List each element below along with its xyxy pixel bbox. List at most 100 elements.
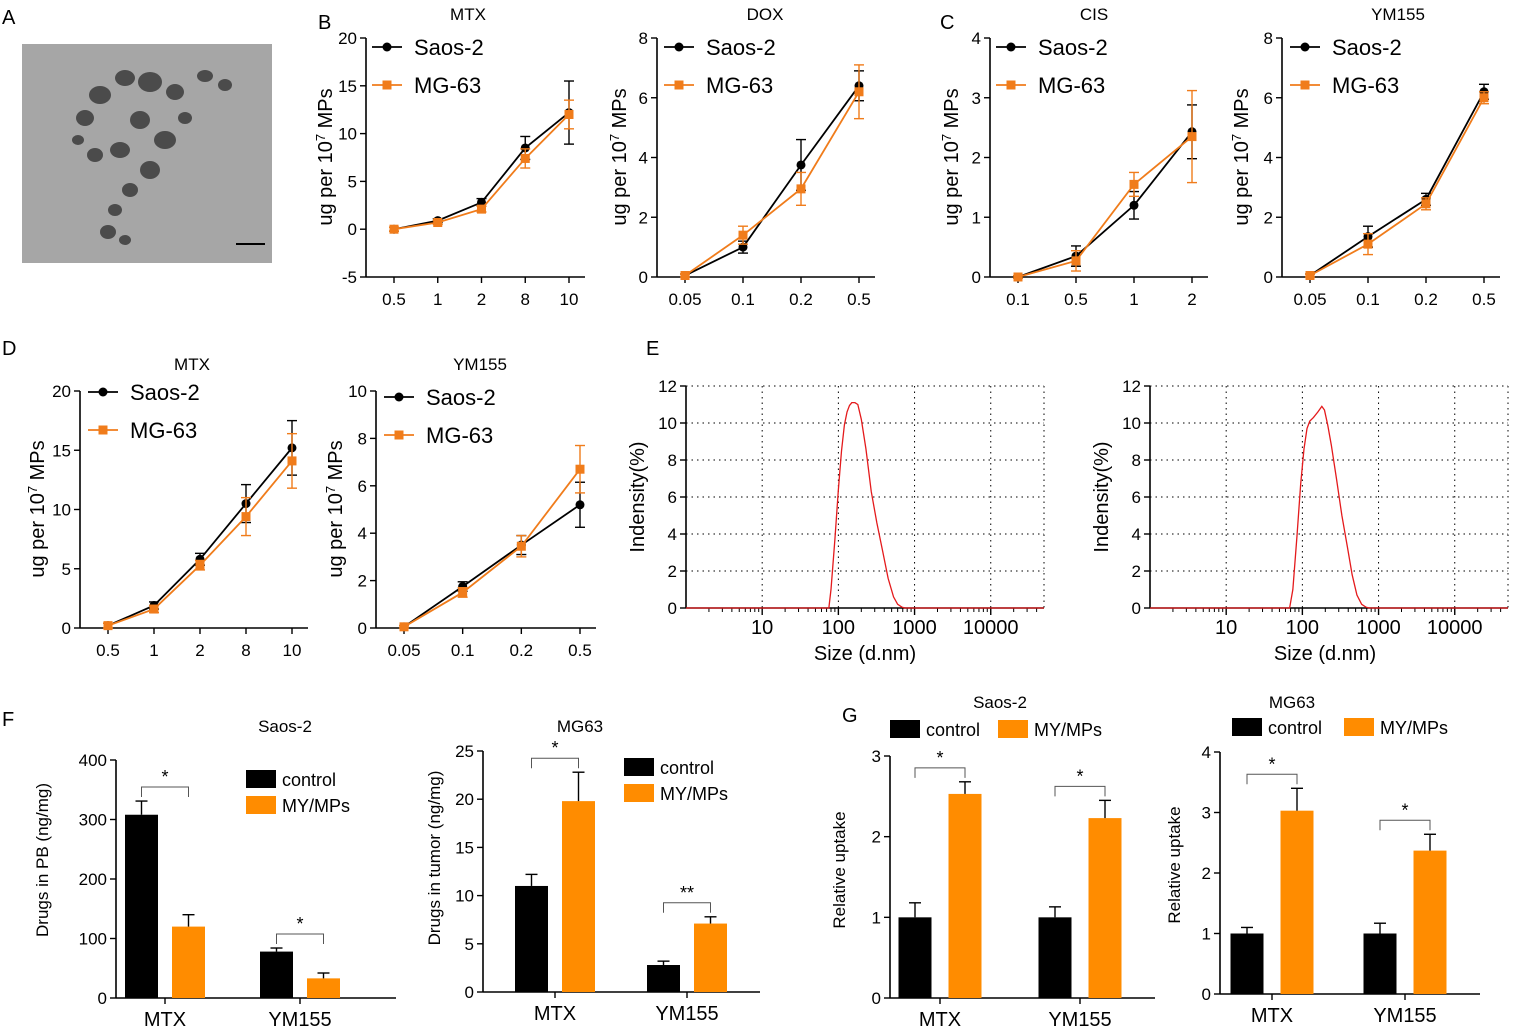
y-tick-label: 0 bbox=[639, 268, 648, 287]
data-point-mg63 bbox=[738, 230, 748, 240]
legend-label: control bbox=[926, 720, 980, 740]
legend-swatch bbox=[246, 796, 276, 814]
y-axis-label: Relative uptake bbox=[830, 811, 849, 928]
series-line-saos-2 bbox=[1309, 91, 1485, 277]
size-distribution-curve bbox=[686, 401, 1044, 609]
x-tick-label: 0.1 bbox=[1356, 290, 1380, 309]
y-tick-label: 6 bbox=[358, 477, 367, 496]
bar-mymps bbox=[1088, 818, 1122, 998]
data-point-mg63 bbox=[854, 87, 864, 97]
panel-label-d: D bbox=[2, 338, 16, 360]
data-point-mg63 bbox=[575, 464, 585, 474]
chart-c1: CIS 0 1 2 3 4 0.1 0.5 1 2 ug per 107 MPs Saos-2 MG-6… bbox=[939, 5, 1208, 309]
legend-label: Saos-2 bbox=[1038, 35, 1108, 60]
legend-label: MY/MPs bbox=[660, 784, 728, 804]
data-point-saos2 bbox=[520, 143, 530, 153]
significance-marker: * bbox=[936, 748, 943, 768]
legend-swatch bbox=[624, 784, 654, 802]
x-tick-label: 1 bbox=[433, 290, 442, 309]
bar-control bbox=[647, 965, 680, 992]
y-tick-label: 20 bbox=[338, 29, 357, 48]
chart-title: MTX bbox=[450, 5, 486, 24]
y-tick-label: 4 bbox=[1202, 743, 1211, 762]
y-tick-label: 200 bbox=[79, 870, 107, 889]
legend-label: control bbox=[1268, 718, 1322, 738]
y-axis-label-exponent: 7 bbox=[939, 134, 954, 141]
bar-mymps bbox=[1413, 850, 1447, 994]
data-point-mg63 bbox=[287, 456, 297, 466]
x-tick-label: 0.5 bbox=[847, 290, 871, 309]
significance-marker: * bbox=[161, 767, 168, 787]
y-tick-label: 15 bbox=[52, 441, 71, 460]
legend-marker-mg63 bbox=[1006, 80, 1016, 90]
y-tick-label: 15 bbox=[338, 77, 357, 96]
y-tick-label: 5 bbox=[62, 560, 71, 579]
data-point-mg63 bbox=[149, 604, 159, 614]
y-tick-label: 8 bbox=[1132, 451, 1141, 470]
chart-title: Saos-2 bbox=[258, 717, 312, 736]
y-tick-label: 400 bbox=[79, 751, 107, 770]
x-tick-label: 10 bbox=[1215, 617, 1237, 639]
panel-a-label-group: A bbox=[2, 7, 16, 29]
significance-bracket bbox=[276, 933, 324, 945]
legend-label: MY/MPs bbox=[1380, 718, 1448, 738]
bar-mymps bbox=[948, 793, 982, 998]
y-tick-label: -5 bbox=[342, 268, 357, 287]
data-point-saos2 bbox=[575, 500, 585, 510]
y-axis-label-exponent: 7 bbox=[313, 134, 328, 141]
y-tick-label: 10 bbox=[658, 414, 677, 433]
x-tick-label: 1 bbox=[149, 641, 158, 660]
bar-mymps bbox=[1280, 810, 1314, 994]
legend-label: control bbox=[282, 770, 336, 790]
x-tick-label: MTX bbox=[919, 1009, 961, 1031]
y-axis-label-exponent: 7 bbox=[607, 134, 622, 141]
y-tick-label: 12 bbox=[1122, 377, 1141, 396]
y-tick-label: 2 bbox=[872, 828, 881, 847]
legend-label: MG-63 bbox=[414, 73, 481, 98]
y-tick-label: 15 bbox=[455, 838, 474, 857]
y-tick-label: 4 bbox=[668, 525, 677, 544]
y-axis-label: ug per 107 MPs bbox=[25, 440, 49, 577]
x-tick-label: 1 bbox=[1129, 290, 1138, 309]
y-tick-label: 4 bbox=[1132, 525, 1141, 544]
y-axis-label: Drugs in PB (ng/mg) bbox=[33, 783, 52, 937]
chart-f1: Saos-2 0 100 200 300 400 MTX * YM155 * Drugs in PB… bbox=[33, 717, 396, 1031]
data-point-mg63 bbox=[1187, 132, 1197, 142]
y-tick-label: 0 bbox=[872, 989, 881, 1008]
data-point-mg63 bbox=[241, 512, 251, 522]
x-tick-label: 2 bbox=[477, 290, 486, 309]
legend-marker-mg63 bbox=[98, 425, 108, 435]
significance-marker: * bbox=[1076, 766, 1083, 786]
x-tick-label: 0.2 bbox=[510, 641, 534, 660]
x-tick-label: YM155 bbox=[1373, 1005, 1436, 1027]
y-tick-label: 0 bbox=[972, 268, 981, 287]
legend-swatch bbox=[1344, 718, 1374, 736]
data-point-mg63 bbox=[796, 184, 806, 194]
y-axis-label-exponent: 7 bbox=[25, 486, 40, 493]
chart-title: Saos-2 bbox=[973, 693, 1027, 712]
y-tick-label: 10 bbox=[348, 382, 367, 401]
y-tick-label: 10 bbox=[455, 887, 474, 906]
y-axis-label: ug per 107 MPs bbox=[1229, 88, 1253, 225]
y-tick-label: 8 bbox=[668, 451, 677, 470]
y-axis-label-tail: MPs bbox=[941, 88, 963, 134]
bar-control bbox=[1038, 917, 1072, 998]
legend-marker-saos2 bbox=[98, 387, 108, 397]
bar-control bbox=[1363, 933, 1397, 994]
series-line-mg-63 bbox=[1309, 97, 1485, 277]
x-tick-label: MTX bbox=[534, 1003, 576, 1025]
x-tick-label: 2 bbox=[195, 641, 204, 660]
y-tick-label: 2 bbox=[358, 572, 367, 591]
y-tick-label: 2 bbox=[972, 149, 981, 168]
legend-label: Saos-2 bbox=[706, 35, 776, 60]
significance-marker: * bbox=[1401, 800, 1408, 820]
legend-marker-mg63 bbox=[382, 80, 392, 90]
legend-marker-saos2 bbox=[394, 392, 404, 402]
x-tick-label: 10 bbox=[560, 290, 579, 309]
y-axis-label: ug per 107 MPs bbox=[939, 88, 963, 225]
legend-label: Saos-2 bbox=[1332, 35, 1402, 60]
x-tick-label: 10 bbox=[751, 617, 773, 639]
y-axis-label-tail: MPs bbox=[325, 440, 347, 486]
